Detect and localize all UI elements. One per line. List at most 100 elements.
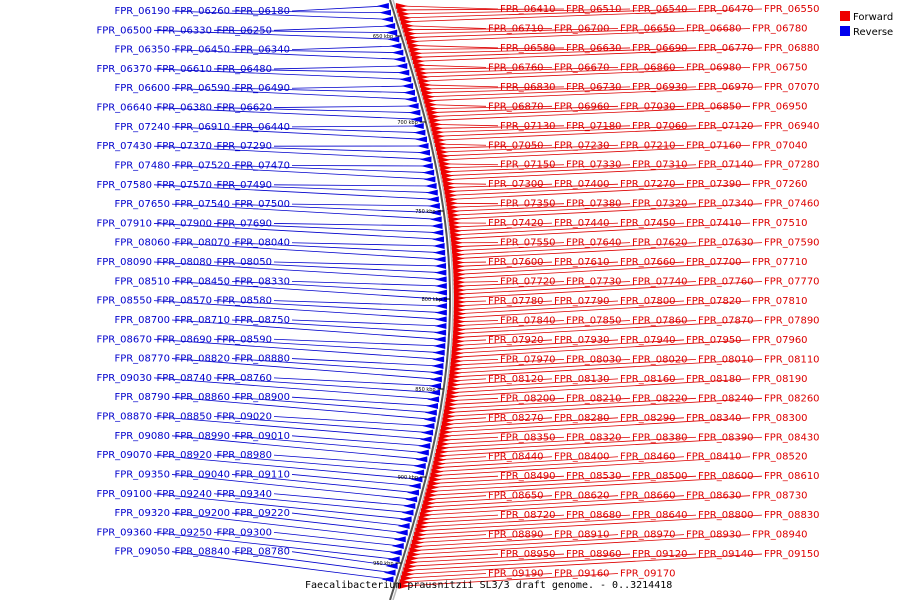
reverse-gene [433,343,446,349]
forward-gene [443,184,456,191]
connector-lines [153,5,763,587]
reverse-gene [385,29,398,36]
gene-label: FPR_06770 [698,43,754,54]
forward-gene [451,239,464,246]
connector-line [431,105,619,113]
forward-gene [451,350,464,357]
reverse-gene [426,196,439,203]
gene-label: FPR_07850 [566,315,622,326]
forward-gene [415,527,428,534]
connector-line [434,456,751,476]
gene-label: FPR_07300 [488,179,544,190]
gene-label: FPR_06590 [174,83,230,94]
reverse-gene [428,389,441,396]
forward-gene [445,192,458,199]
gene-label: FPR_08040 [234,238,290,249]
gene-label: FPR_07270 [620,179,676,190]
gene-label: FPR_07130 [500,121,556,132]
reverse-gene [389,549,402,556]
gene-label: FPR_08660 [620,491,676,502]
gene-label: FPR_06650 [620,23,676,34]
reverse-gene [434,289,447,296]
scale-ticks: 650 kbp 700 kbp 750 kbp 800 kbp 850 kbp 900 k… [373,34,450,567]
connector-line [153,531,397,560]
gene-label: FPR_07810 [752,296,808,307]
gene-label: FPR_07780 [488,296,544,307]
reverse-gene [381,16,394,23]
forward-gene [428,480,441,487]
gene-label: FPR_06260 [174,6,230,17]
connector-line [415,47,697,58]
gene-label: FPR_06750 [752,62,808,73]
connector-line [291,280,444,287]
reverse-gene [395,529,408,536]
reverse-gene [429,216,442,223]
reverse-gene [420,163,433,169]
gene-label: FPR_06450 [174,45,230,56]
gene-label: FPR_07330 [566,160,622,171]
gene-label: FPR_07910 [96,218,152,229]
connector-line [457,261,685,275]
reverse-gene [413,463,426,469]
gene-label: FPR_09190 [488,569,544,580]
forward-gene [453,291,466,298]
gene-label: FPR_08780 [234,547,290,558]
connector-line [446,417,487,421]
gene-label: FPR_09250 [156,527,212,538]
connector-line [455,339,751,358]
gene-label: FPR_09200 [174,508,230,519]
connector-line [456,339,553,346]
gene-label: FPR_08210 [566,393,622,404]
gene-label: FPR_07650 [114,199,170,210]
forward-gene [443,180,456,187]
gene-label: FPR_06670 [554,62,610,73]
forward-gene [434,456,447,463]
connector-line [430,105,553,109]
connector-line [447,397,763,417]
connector-line [171,474,415,500]
connector-line [457,300,685,315]
reverse-gene [418,149,431,156]
gene-label: FPR_08580 [216,296,272,307]
forward-gene [405,559,418,566]
reverse-gene [393,536,406,543]
forward-gene [453,326,466,333]
gene-label: FPR_07180 [566,121,622,132]
gene-label: FPR_08680 [566,510,622,521]
gene-label: FPR_08090 [96,257,152,268]
forward-gene [439,433,452,440]
forward-gene [450,358,463,365]
connector-line [432,475,565,484]
connector-line [273,377,439,387]
gene-label: FPR_07760 [698,277,754,288]
gene-label: FPR_07890 [764,315,820,326]
gene-label: FPR_08720 [500,510,556,521]
connector-line [231,396,434,414]
forward-gene [453,330,466,337]
reverse-gene [411,123,424,129]
reverse-gene [378,9,391,16]
connector-line [457,281,631,291]
connector-line [273,454,423,467]
connector-line [447,183,553,188]
gene-label: FPR_09010 [234,431,290,442]
connector-line [231,126,423,134]
gene-label: FPR_08690 [156,334,212,345]
connector-line [453,359,763,378]
forward-gene [399,579,412,586]
reverse-gene [405,496,418,503]
connector-line [410,28,751,42]
connector-line [419,67,553,70]
connector-line [454,359,631,370]
reverse-gene [413,129,426,136]
gene-label: FPR_08490 [500,471,556,482]
gene-label: FPR_09170 [620,569,676,580]
reverse-gene [427,396,440,403]
connector-line [213,377,438,394]
connector-line [423,495,751,516]
connector-line [452,378,553,386]
gene-label: FPR_07430 [96,141,152,152]
gene-label: FPR_07730 [566,277,622,288]
connector-line [437,125,697,137]
